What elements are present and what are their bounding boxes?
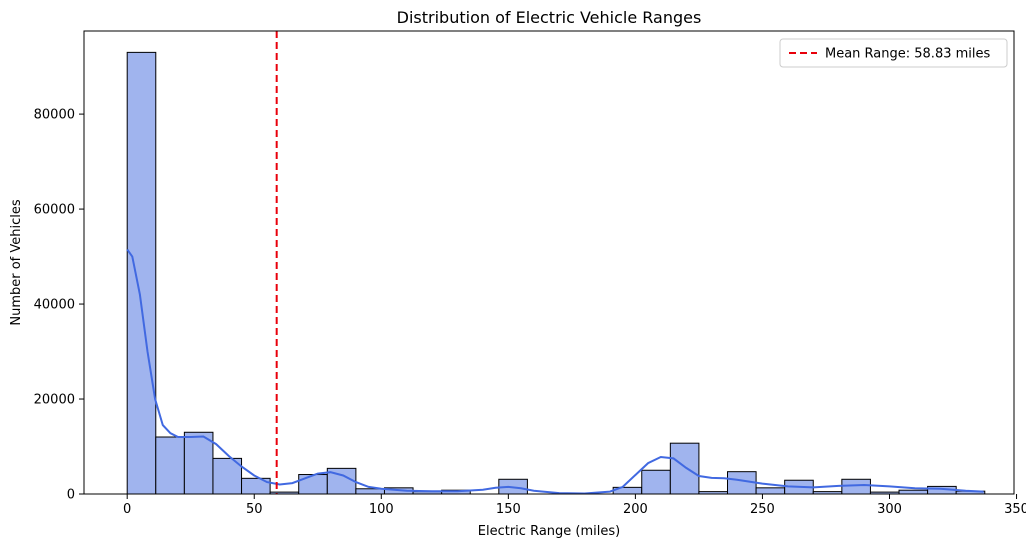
histogram-bar [669, 442, 700, 495]
axes-layer: 0 50 100 150 200 250 300 350 0 20000 40000 60000 800… [34, 30, 1026, 517]
bars-layer [126, 51, 986, 495]
histogram-bar [183, 431, 214, 495]
x-tick-label: 350 [1004, 502, 1026, 517]
histogram-bar [212, 457, 243, 495]
chart-title: Distribution of Electric Vehicle Ranges [397, 8, 702, 27]
histogram-bar [841, 478, 871, 495]
x-tick-label: 250 [750, 502, 775, 517]
y-tick-label: 0 [67, 488, 75, 503]
y-tick-label: 80000 [34, 108, 75, 123]
x-tick-label: 100 [369, 502, 394, 517]
x-axis-label: Electric Range (miles) [478, 524, 620, 539]
y-tick-label: 20000 [34, 393, 75, 408]
x-tick-label: 50 [246, 502, 263, 517]
histogram-bar [298, 474, 328, 495]
histogram-bar [155, 436, 185, 495]
y-tick-label: 40000 [34, 298, 75, 313]
legend-label: Mean Range: 58.83 miles [825, 47, 991, 62]
legend-box [779, 38, 1008, 68]
histogram-bar [755, 487, 786, 495]
legend: Mean Range: 58.83 miles [779, 38, 1008, 68]
y-tick-label: 60000 [34, 203, 75, 218]
x-tick-label: 300 [877, 502, 902, 517]
histogram-bar [898, 489, 929, 495]
histogram-bar [641, 469, 671, 495]
x-tick-label: 200 [623, 502, 648, 517]
x-tick-label: 150 [496, 502, 521, 517]
x-tick-label: 0 [123, 502, 131, 517]
y-axis-label: Number of Vehicles [9, 199, 24, 326]
kde-line [126, 248, 984, 495]
plot-frame [83, 30, 1015, 495]
histogram-bar [126, 51, 157, 495]
